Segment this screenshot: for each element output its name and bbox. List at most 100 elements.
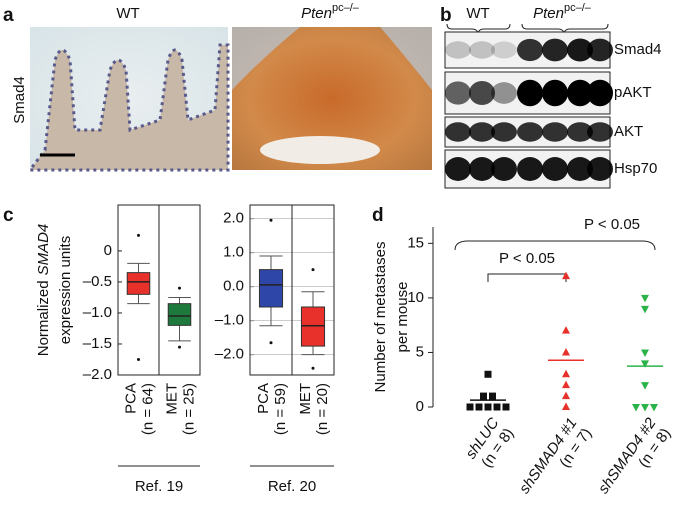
band: [542, 79, 568, 107]
superscript: pc–/–: [564, 2, 592, 14]
gene: Pten: [533, 5, 564, 22]
n-label: (n = 20): [314, 383, 331, 435]
box: [167, 303, 192, 326]
band: [587, 79, 613, 107]
panel-label: b: [440, 5, 452, 26]
point: [480, 392, 487, 400]
outlier: [269, 218, 273, 222]
point: [641, 294, 649, 303]
band: [445, 81, 471, 105]
point: [489, 392, 496, 400]
band: [587, 38, 613, 62]
y-axis-label-part: Normalized: [35, 280, 52, 356]
band: [517, 122, 543, 142]
point: [493, 403, 501, 411]
n-label: (n = 59): [272, 383, 289, 435]
point: [562, 326, 570, 334]
outlier: [137, 233, 140, 237]
x-tick-label: PCA: [122, 383, 139, 414]
panel-label: c: [3, 205, 14, 226]
band: [469, 80, 495, 106]
point: [562, 369, 570, 378]
band: [517, 38, 543, 62]
column-label: WT: [466, 5, 489, 22]
y-tick-label: 1.0: [223, 244, 244, 261]
y-tick-label: 0: [104, 242, 112, 259]
y-tick-label: 0: [416, 398, 424, 415]
point: [562, 391, 570, 400]
band: [469, 157, 495, 181]
point: [641, 382, 649, 390]
panel-label: a: [3, 5, 14, 26]
point: [484, 403, 492, 411]
superscript: pc–/–: [332, 2, 360, 14]
reference: Ref. 20: [268, 478, 316, 495]
y-axis-label: Normalized SMAD4: [35, 224, 52, 357]
column-label: WT: [116, 5, 139, 22]
band: [587, 122, 613, 142]
x-tick-label: PCA: [255, 383, 272, 414]
x-tick-label: MET: [163, 383, 180, 415]
panel-label: d: [372, 205, 384, 226]
y-axis-label: expression units: [57, 236, 74, 344]
band: [445, 157, 471, 181]
band: [587, 157, 613, 181]
band: [542, 122, 568, 142]
y-tick-label: –1.0: [83, 304, 112, 321]
band: [445, 122, 471, 142]
point: [466, 403, 474, 411]
outlier: [178, 345, 181, 349]
band-label: Hsp70: [614, 160, 657, 177]
outlier: [178, 286, 181, 290]
band: [567, 157, 593, 181]
n-label: (n = 25): [180, 383, 197, 435]
band: [491, 157, 517, 181]
point: [641, 305, 649, 314]
outlier: [311, 366, 315, 370]
band: [469, 122, 495, 142]
band: [517, 79, 543, 107]
band: [542, 157, 568, 181]
y-axis-label: per mouse: [394, 282, 411, 353]
point: [562, 271, 570, 280]
y-tick-label: –1.0: [215, 312, 244, 329]
gene: Pten: [301, 5, 332, 22]
point: [650, 404, 658, 412]
x-tick-label-group: shSMAD4 #2(n = 8): [595, 414, 674, 497]
point: [562, 402, 570, 410]
box: [300, 306, 326, 347]
point: [562, 380, 570, 389]
band: [445, 41, 471, 59]
band-label: pAKT: [614, 84, 652, 101]
annotation: P < 0.05: [499, 250, 555, 267]
y-tick-label: 2.0: [223, 210, 244, 227]
y-tick-label: –0.5: [83, 273, 112, 290]
y-tick-label: 10: [407, 289, 424, 306]
y-axis-label: Number of metastases: [372, 242, 389, 393]
point: [632, 404, 640, 412]
x-tick-label-group: shSMAD4 #1(n = 7): [516, 415, 595, 497]
band: [491, 82, 517, 104]
band: [491, 122, 517, 142]
band-label: AKT: [614, 123, 643, 140]
point: [502, 403, 510, 411]
epithelium: [27, 43, 230, 172]
reference: Ref. 19: [135, 478, 183, 495]
bracket: [487, 273, 567, 282]
point: [641, 360, 649, 368]
point: [641, 349, 649, 357]
y-tick-label: 5: [416, 343, 424, 360]
band: [491, 41, 517, 59]
band: [517, 157, 543, 181]
row-label: Smad4: [11, 76, 28, 124]
outlier: [311, 268, 315, 272]
column-label: Ptenpc–/–: [301, 2, 360, 22]
point: [562, 347, 570, 356]
column-label: Ptenpc–/–: [533, 2, 592, 22]
y-tick-label: –2.0: [83, 366, 112, 383]
box: [126, 272, 151, 295]
x-tick-label: MET: [297, 383, 314, 415]
outlier: [269, 341, 273, 345]
stroma: [232, 27, 432, 90]
point: [484, 370, 492, 378]
